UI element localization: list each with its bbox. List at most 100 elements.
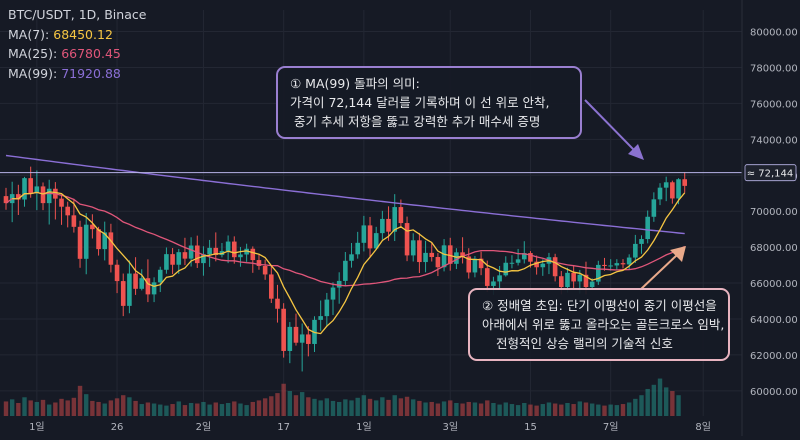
candle	[478, 251, 484, 276]
candle	[503, 256, 509, 277]
volume-bar	[633, 398, 638, 416]
candle	[96, 226, 101, 256]
annotation-2-line-3: 전형적인 상승 랠리의 기술적 신호	[496, 336, 673, 351]
volume-bar	[207, 404, 212, 416]
volume-bar	[614, 405, 620, 416]
volume-bar	[491, 403, 496, 416]
volume-bar	[127, 397, 132, 416]
candle	[127, 260, 132, 314]
volume-bar	[306, 397, 311, 416]
volume-bar	[164, 405, 169, 416]
volume-bar	[201, 401, 206, 416]
volume-bar	[225, 403, 231, 416]
candle	[151, 277, 157, 303]
volume-bar	[46, 404, 52, 416]
y-tick-label: 76000.00	[750, 99, 798, 110]
volume-bar	[9, 399, 15, 416]
annotation-1-line-3: 중기 추세 저항을 뚫고 강력한 추가 매수세 증명	[294, 114, 541, 129]
volume-bar	[534, 405, 539, 416]
volume-bar	[343, 399, 348, 416]
ma25-legend: MA(25): 66780.45	[8, 44, 146, 64]
arrow-2-shaft	[639, 253, 679, 291]
candle	[380, 210, 385, 240]
candle	[46, 179, 52, 225]
candle	[9, 181, 15, 223]
candle	[299, 323, 305, 372]
volume-bar	[559, 404, 564, 416]
candle	[466, 248, 472, 279]
candle	[318, 300, 323, 331]
candle	[139, 269, 145, 291]
candle	[34, 170, 40, 211]
volume-bar	[213, 402, 218, 416]
candle	[670, 180, 675, 204]
volume-bars	[3, 378, 681, 416]
candle	[231, 236, 237, 264]
candle	[312, 316, 317, 353]
symbol-title: BTC/USDT, 1D, Binace	[8, 7, 147, 22]
candle	[293, 313, 299, 346]
ma99-legend-value: 71920.88	[61, 65, 121, 81]
candle	[651, 192, 657, 222]
candle	[521, 241, 527, 264]
volume-bar	[663, 387, 669, 416]
candle	[392, 194, 398, 242]
annotation-ma99-breakout: ① MA(99) 돌파의 의미: 가격이 72,144 달러를 기록하며 이 선…	[276, 66, 582, 139]
volume-bar	[423, 402, 428, 416]
candle	[287, 322, 293, 364]
volume-bar	[250, 401, 255, 416]
volume-bar	[139, 404, 144, 416]
volume-bar	[608, 404, 613, 416]
candle	[620, 259, 626, 269]
time-axis[interactable]: 1일 26 2일 17 1일 3일 15 7일 8일	[29, 421, 711, 433]
volume-bar	[287, 391, 293, 416]
candle	[28, 166, 33, 198]
volume-bar	[589, 403, 595, 416]
volume-bar	[466, 401, 471, 416]
volume-bar	[16, 403, 21, 416]
volume-bar	[53, 402, 58, 416]
volume-bar	[596, 404, 601, 416]
volume-bar	[293, 395, 299, 416]
price-axis[interactable]: 60000.00 62000.00 64000.00 66000.00 68000.00…	[741, 0, 798, 436]
volume-bar	[102, 403, 107, 416]
volume-bar	[133, 400, 138, 416]
volume-bar	[244, 405, 249, 416]
volume-bar	[59, 398, 64, 416]
annotation-2-line-1: ② 정배열 초입: 단기 이평선이 중기 이평선을	[482, 298, 717, 313]
candles	[3, 166, 687, 372]
candle	[108, 223, 114, 273]
ma7-legend-label: MA(7):	[8, 26, 50, 42]
volume-bar	[485, 400, 490, 416]
x-tick-label: 8일	[695, 421, 711, 433]
candle	[497, 265, 502, 290]
volume-bar	[571, 404, 576, 416]
candle	[102, 221, 108, 261]
volume-bar	[188, 403, 194, 416]
volume-bar	[515, 405, 521, 416]
volume-bar	[657, 378, 663, 416]
chart-legend: BTC/USDT, 1D, Binace MA(7): 68450.12 MA(…	[8, 5, 146, 83]
candle	[219, 243, 225, 258]
candle	[546, 252, 552, 275]
candle	[373, 226, 379, 250]
volume-bar	[540, 404, 545, 416]
volume-bar	[460, 403, 465, 416]
candle	[515, 248, 521, 266]
candle	[170, 248, 175, 275]
volume-bar	[3, 401, 9, 416]
volume-bar	[546, 402, 552, 416]
volume-bar	[645, 388, 650, 416]
candle	[275, 284, 280, 323]
volume-bar	[386, 399, 391, 416]
candle	[386, 206, 391, 241]
volume-bar	[312, 398, 317, 416]
volume-bar	[182, 405, 188, 416]
volume-bar	[349, 400, 354, 416]
volume-bar	[232, 401, 237, 416]
candle	[423, 240, 428, 273]
annotation-1-line-1: ① MA(99) 돌파의 의미:	[290, 76, 420, 91]
volume-bar	[398, 398, 404, 416]
